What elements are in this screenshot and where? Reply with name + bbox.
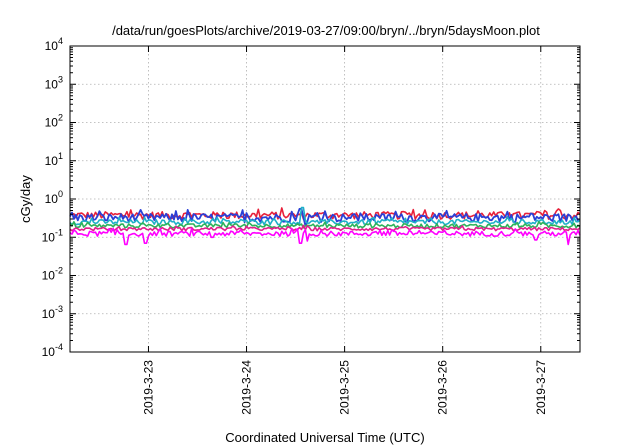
x-tick-label: 2019-3-27 [534, 360, 548, 415]
y-axis-label: cGy/day [18, 175, 33, 223]
x-axis: 2019-3-23 2019-3-24 2019-3-25 2019-3-26 2019… [141, 46, 548, 415]
series-line [69, 221, 581, 229]
chart-title: /data/run/goesPlots/archive/2019-03-27/0… [112, 23, 540, 38]
series-group [69, 206, 581, 246]
y-tick-label: 10-2 [42, 266, 63, 283]
y-tick-label: 10-3 [42, 304, 63, 321]
series-line [69, 224, 581, 232]
y-tick-label: 103 [45, 74, 63, 91]
y-tick-label: 101 [45, 151, 63, 168]
y-tick-label: 10-1 [42, 227, 63, 244]
x-tick-label: 2019-3-25 [338, 360, 352, 415]
y-tick-label: 102 [45, 113, 63, 130]
series-line [69, 206, 581, 226]
x-tick-label: 2019-3-26 [436, 360, 450, 415]
series-line [69, 207, 581, 227]
y-tick-label: 100 [45, 189, 63, 206]
series-line [69, 227, 581, 246]
y-tick-label: 104 [45, 36, 63, 53]
y-tick-label: 10-4 [42, 342, 63, 359]
grid [70, 45, 580, 353]
x-tick-label: 2019-3-23 [141, 360, 155, 415]
x-tick-label: 2019-3-24 [240, 360, 254, 415]
x-axis-label: Coordinated Universal Time (UTC) [225, 430, 424, 445]
y-axis: 10-4 10-3 10-2 10-1 100 101 102 103 104 [42, 36, 580, 359]
